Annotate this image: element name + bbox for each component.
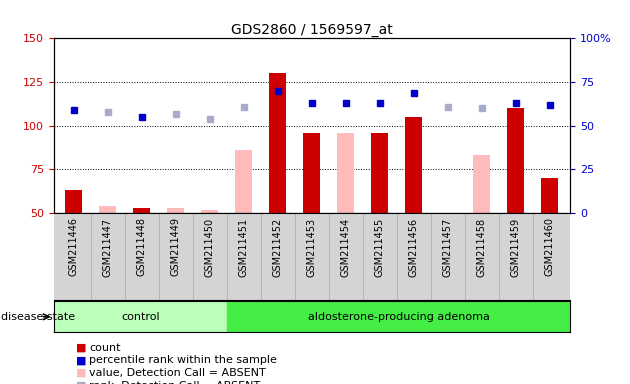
Bar [236, 150, 253, 213]
Text: value, Detection Call = ABSENT: value, Detection Call = ABSENT [89, 368, 266, 378]
Bar [202, 210, 219, 213]
Text: aldosterone-producing adenoma: aldosterone-producing adenoma [307, 312, 490, 322]
Bar [66, 190, 83, 213]
Text: GSM211456: GSM211456 [409, 217, 419, 276]
Bar [227, 301, 570, 332]
Text: GSM211459: GSM211459 [511, 217, 521, 276]
Text: ■: ■ [76, 343, 86, 353]
Text: GSM211451: GSM211451 [239, 217, 249, 276]
Bar [100, 206, 117, 213]
Bar [337, 133, 354, 213]
Text: control: control [121, 312, 159, 322]
Text: GSM211450: GSM211450 [205, 217, 215, 276]
Text: GSM211448: GSM211448 [137, 217, 147, 276]
Bar [473, 156, 490, 213]
Bar [371, 133, 388, 213]
Text: GSM211446: GSM211446 [69, 217, 79, 276]
Text: count: count [89, 343, 121, 353]
Bar [405, 117, 422, 213]
Text: GSM211460: GSM211460 [545, 217, 555, 276]
Text: disease state: disease state [1, 312, 76, 322]
Bar [507, 108, 524, 213]
Bar [270, 73, 287, 213]
Text: GSM211457: GSM211457 [443, 217, 453, 277]
Text: ■: ■ [76, 368, 86, 378]
Bar [541, 178, 558, 213]
Text: GSM211447: GSM211447 [103, 217, 113, 276]
Text: GSM211454: GSM211454 [341, 217, 351, 276]
Text: rank, Detection Call = ABSENT: rank, Detection Call = ABSENT [89, 381, 261, 384]
Title: GDS2860 / 1569597_at: GDS2860 / 1569597_at [231, 23, 392, 37]
Bar [168, 208, 185, 213]
Text: GSM211453: GSM211453 [307, 217, 317, 276]
Text: ■: ■ [76, 381, 86, 384]
Bar [54, 301, 227, 332]
Text: GSM211452: GSM211452 [273, 217, 283, 277]
Text: percentile rank within the sample: percentile rank within the sample [89, 355, 277, 365]
Text: GSM211455: GSM211455 [375, 217, 385, 277]
Bar [304, 133, 320, 213]
Text: GSM211458: GSM211458 [477, 217, 487, 276]
Text: ■: ■ [76, 355, 86, 365]
Text: GSM211449: GSM211449 [171, 217, 181, 276]
Bar [134, 208, 151, 213]
